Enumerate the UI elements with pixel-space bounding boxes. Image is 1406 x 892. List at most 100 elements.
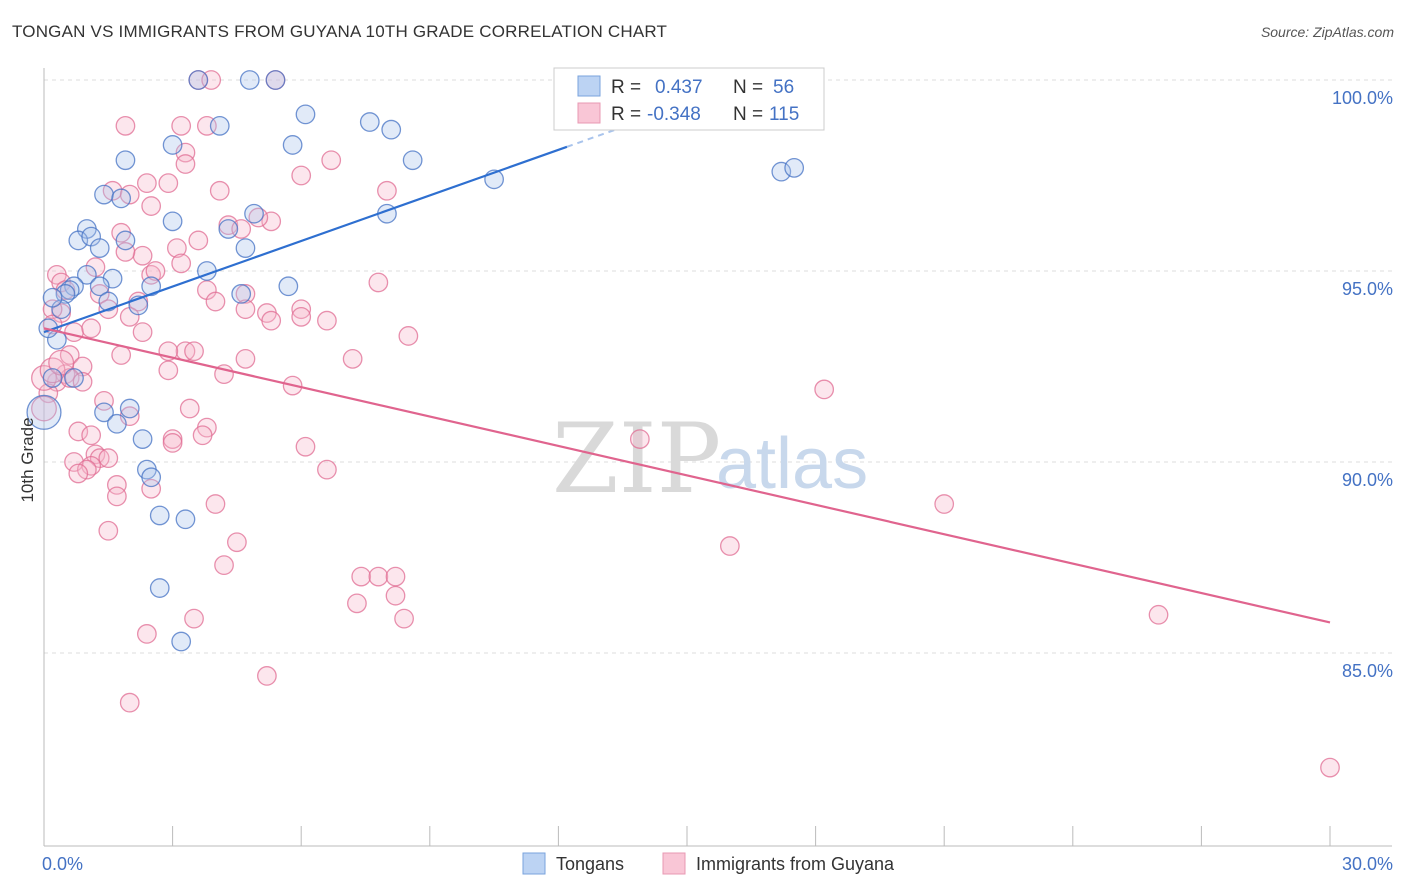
guyana-point	[39, 357, 66, 384]
y-tick-label-0: 100.0%	[1332, 88, 1393, 108]
tongan-point	[119, 398, 140, 419]
guyana-point	[214, 555, 234, 576]
guyana-point	[188, 230, 209, 251]
guyana-point	[368, 272, 389, 293]
guyana-point	[227, 532, 247, 553]
legend-r-label-blue: R =	[611, 77, 641, 98]
guyana-point	[64, 322, 84, 343]
guyana-point	[184, 341, 204, 362]
tongan-point	[68, 230, 89, 251]
tongan-point	[171, 631, 192, 652]
guyana-point	[295, 436, 316, 457]
tongan-point	[218, 219, 239, 239]
tongan-points	[26, 70, 805, 652]
guyana-point	[81, 425, 102, 446]
series-legend-swatch-guyana	[662, 852, 686, 875]
tongan-point	[402, 150, 423, 171]
guyana-point	[377, 180, 397, 201]
watermark-zip: ZIP	[552, 403, 721, 515]
tongan-point	[282, 135, 303, 155]
guyana-point	[317, 310, 337, 331]
guyana-point	[145, 261, 166, 281]
series-legend-label-tongans: Tongans	[556, 854, 624, 874]
guyana-point	[167, 238, 187, 258]
guyana-point	[68, 463, 89, 484]
tongan-point	[162, 211, 183, 232]
guyana-point	[209, 180, 230, 201]
x-tick-label-0: 0.0%	[42, 854, 83, 874]
y-axis-title: 10th Grade	[18, 417, 37, 502]
tongan-point	[89, 276, 110, 297]
guyana-point	[106, 475, 127, 495]
guyana-point	[98, 448, 119, 469]
x-tick-label-1: 30.0%	[1342, 854, 1393, 874]
tongan-point	[209, 115, 230, 136]
tongan-point	[278, 276, 299, 297]
y-tick-label-1: 95.0%	[1342, 279, 1393, 299]
guyana-point	[136, 173, 157, 194]
guyana-point	[235, 348, 256, 369]
guyana-point	[175, 154, 196, 174]
guyana-point	[132, 245, 153, 266]
legend-swatch-blue	[577, 75, 601, 97]
series-legend-label-guyana: Immigrants from Guyana	[696, 854, 895, 874]
guyana-point	[342, 348, 363, 369]
legend-r-value-pink: -0.348	[647, 104, 701, 125]
tongan-point	[115, 230, 136, 251]
guyana-point	[394, 608, 414, 629]
guyana-point	[385, 585, 406, 606]
tongan-point	[188, 70, 209, 90]
tongan-point	[381, 119, 402, 140]
tongan-point	[239, 70, 260, 90]
guyana-point	[321, 150, 342, 171]
tongan-point	[141, 467, 162, 488]
guyana-point	[235, 299, 256, 320]
tongan-point	[115, 150, 136, 171]
tongan-point	[235, 238, 256, 258]
legend-n-label-pink: N =	[733, 104, 763, 125]
guyana-point	[171, 253, 192, 274]
guyana-point	[385, 566, 406, 587]
legend-r-label-pink: R =	[611, 104, 641, 125]
guyana-point	[94, 390, 114, 411]
correlation-legend: R = 0.437 N = 56 R = -0.348 N = 115	[553, 67, 825, 131]
guyana-point	[31, 395, 57, 422]
tongan-point	[76, 264, 97, 285]
tongan-point	[26, 394, 62, 430]
guyana-point	[317, 459, 337, 480]
legend-n-label-blue: N =	[733, 77, 763, 98]
tongan-point	[162, 135, 183, 155]
guyana-point	[629, 429, 650, 449]
tongan-point	[295, 104, 316, 125]
guyana-point	[192, 425, 213, 446]
tongan-point	[98, 291, 119, 312]
guyana-point	[81, 318, 102, 339]
tongan-point	[149, 505, 170, 526]
guyana-point	[261, 211, 282, 232]
tongan-point	[94, 402, 114, 423]
tongan-point	[55, 284, 76, 304]
guyana-point	[98, 520, 119, 541]
guyana-point	[351, 566, 372, 587]
guyana-point	[162, 433, 183, 453]
legend-n-value-blue: 56	[773, 77, 794, 98]
guyana-point	[119, 692, 140, 713]
guyana-point	[158, 360, 179, 381]
y-tick-label-3: 85.0%	[1342, 661, 1393, 681]
tongan-point	[231, 284, 252, 304]
guyana-point	[179, 398, 200, 419]
tongan-point	[175, 509, 196, 530]
tongan-point	[94, 184, 114, 205]
guyana-point	[68, 421, 89, 442]
guyana-point	[719, 536, 740, 556]
guyana-point	[141, 478, 162, 499]
tongan-trend-line	[43, 145, 568, 334]
guyana-point	[115, 242, 136, 262]
guyana-point	[261, 310, 282, 331]
axes	[43, 68, 1392, 847]
tongan-point	[111, 188, 132, 209]
guyana-point	[291, 165, 312, 186]
source-label: Source: ZipAtlas.com	[1260, 24, 1394, 40]
guyana-point	[347, 593, 367, 614]
